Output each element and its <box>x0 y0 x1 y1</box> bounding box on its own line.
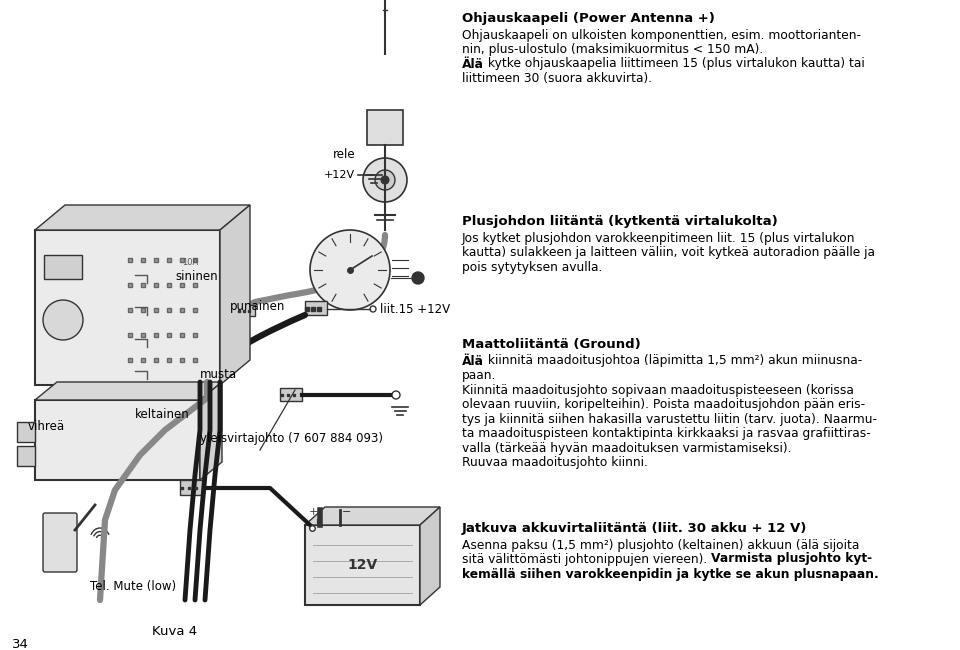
Text: B: B <box>315 519 321 528</box>
Circle shape <box>43 300 83 340</box>
Text: kytke ohjauskaapelia liittimeen 15 (plus virtalukon kautta) tai: kytke ohjauskaapelia liittimeen 15 (plus… <box>484 57 865 70</box>
Polygon shape <box>200 382 222 480</box>
Text: 10A: 10A <box>181 258 198 267</box>
Text: Älä: Älä <box>462 355 484 368</box>
Text: Älä: Älä <box>462 58 484 71</box>
Text: Jatkuva akkuvirtaliitäntä (liit. 30 akku + 12 V): Jatkuva akkuvirtaliitäntä (liit. 30 akku… <box>462 522 807 535</box>
FancyBboxPatch shape <box>180 480 204 495</box>
Text: sitä välittömästi johtonippujen viereen).: sitä välittömästi johtonippujen viereen)… <box>462 553 711 566</box>
Text: paan.: paan. <box>462 369 496 382</box>
Text: +12V: +12V <box>324 170 355 180</box>
Polygon shape <box>220 205 250 385</box>
Circle shape <box>370 306 376 312</box>
Text: musta: musta <box>200 368 237 381</box>
Text: nin, plus-ulostulo (maksimikuormitus < 150 mA).: nin, plus-ulostulo (maksimikuormitus < 1… <box>462 43 763 56</box>
Polygon shape <box>35 382 222 400</box>
Circle shape <box>412 272 424 284</box>
Text: Jos kytket plusjohdon varokkeenpitimeen liit. 15 (plus virtalukon: Jos kytket plusjohdon varokkeenpitimeen … <box>462 231 855 244</box>
Text: +: + <box>308 507 318 517</box>
Circle shape <box>363 158 407 202</box>
Text: kemällä siihen varokkeenpidin ja kytke se akun plusnapaan.: kemällä siihen varokkeenpidin ja kytke s… <box>462 567 878 580</box>
Circle shape <box>375 170 395 190</box>
Text: Ohjauskaapeli (Power Antenna +): Ohjauskaapeli (Power Antenna +) <box>462 12 715 25</box>
FancyBboxPatch shape <box>305 525 420 605</box>
Text: olevaan ruuviin, koripelteihin). Poista maadoitusjohdon pään eris-: olevaan ruuviin, koripelteihin). Poista … <box>462 398 865 411</box>
Text: −: − <box>343 507 351 517</box>
FancyBboxPatch shape <box>44 255 82 279</box>
Text: Kuva 4: Kuva 4 <box>153 625 198 638</box>
Text: Ohjauskaapeli on ulkoisten komponenttien, esim. moottorianten-: Ohjauskaapeli on ulkoisten komponenttien… <box>462 29 861 42</box>
Circle shape <box>381 176 389 184</box>
FancyBboxPatch shape <box>17 422 35 442</box>
Polygon shape <box>305 507 440 525</box>
Text: 34: 34 <box>12 638 29 650</box>
Text: Varmista plusjohto kyt-: Varmista plusjohto kyt- <box>711 552 873 566</box>
FancyBboxPatch shape <box>280 388 302 401</box>
Polygon shape <box>35 205 250 230</box>
Text: 12V: 12V <box>348 558 377 572</box>
Text: Tel. Mute (low): Tel. Mute (low) <box>90 580 176 593</box>
Circle shape <box>392 391 400 399</box>
Text: Ruuvaa maadoitusjohto kiinni.: Ruuvaa maadoitusjohto kiinni. <box>462 456 648 469</box>
Text: valla (tärkeää hyvän maadoituksen varmistamiseksi).: valla (tärkeää hyvän maadoituksen varmis… <box>462 442 791 455</box>
Text: vihreä: vihreä <box>28 420 65 433</box>
Text: ta maadoituspisteen kontaktipinta kirkkaaksi ja rasvaa grafiittiras-: ta maadoituspisteen kontaktipinta kirkka… <box>462 427 871 440</box>
Text: rele: rele <box>332 148 355 161</box>
Text: sininen: sininen <box>175 270 218 283</box>
FancyBboxPatch shape <box>237 305 255 316</box>
Text: liittimeen 30 (suora akkuvirta).: liittimeen 30 (suora akkuvirta). <box>462 72 652 85</box>
Circle shape <box>310 230 390 310</box>
FancyBboxPatch shape <box>35 230 220 385</box>
Text: yleisvirtajohto (7 607 884 093): yleisvirtajohto (7 607 884 093) <box>200 432 383 445</box>
Text: kiinnitä maadoitusjohtoa (läpimitta 1,5 mm²) akun miinusna-: kiinnitä maadoitusjohtoa (läpimitta 1,5 … <box>484 354 862 367</box>
Text: pois sytytyksen avulla.: pois sytytyksen avulla. <box>462 261 602 274</box>
FancyBboxPatch shape <box>367 110 403 145</box>
Polygon shape <box>420 507 440 605</box>
Text: tys ja kiinnitä siihen hakasilla varustettu liitin (tarv. juota). Naarmu-: tys ja kiinnitä siihen hakasilla varuste… <box>462 413 877 426</box>
Text: keltainen: keltainen <box>135 408 190 421</box>
FancyBboxPatch shape <box>17 446 35 466</box>
Text: punainen: punainen <box>230 300 285 313</box>
FancyBboxPatch shape <box>305 301 327 315</box>
FancyBboxPatch shape <box>35 400 200 480</box>
Text: Asenna paksu (1,5 mm²) plusjohto (keltainen) akkuun (älä sijoita: Asenna paksu (1,5 mm²) plusjohto (keltai… <box>462 539 859 552</box>
Text: Plusjohdon liitäntä (kytkentä virtalukolta): Plusjohdon liitäntä (kytkentä virtalukol… <box>462 215 778 228</box>
Text: liit.15 +12V: liit.15 +12V <box>380 303 450 316</box>
FancyBboxPatch shape <box>43 513 77 572</box>
Text: Maattoliitäntä (Ground): Maattoliitäntä (Ground) <box>462 338 640 351</box>
Text: Kiinnitä maadoitusjohto sopivaan maadoituspisteeseen (korissa: Kiinnitä maadoitusjohto sopivaan maadoit… <box>462 384 853 396</box>
Text: kautta) sulakkeen ja laitteen väliin, voit kytkeä autoradion päälle ja: kautta) sulakkeen ja laitteen väliin, vo… <box>462 246 875 259</box>
